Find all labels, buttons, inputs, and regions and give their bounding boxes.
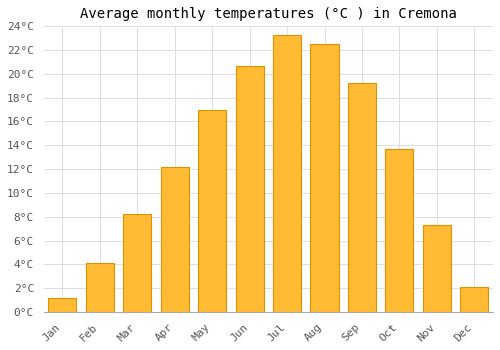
Bar [310,44,338,312]
Bar [460,287,488,312]
Bar [198,110,226,312]
Bar [348,83,376,312]
Bar [386,149,413,312]
Title: Average monthly temperatures (°C ) in Cremona: Average monthly temperatures (°C ) in Cr… [80,7,457,21]
Bar [236,65,264,312]
Bar [48,298,76,312]
Bar [86,263,114,312]
Bar [273,35,301,312]
Bar [423,225,451,312]
Bar [160,167,189,312]
Bar [123,214,152,312]
